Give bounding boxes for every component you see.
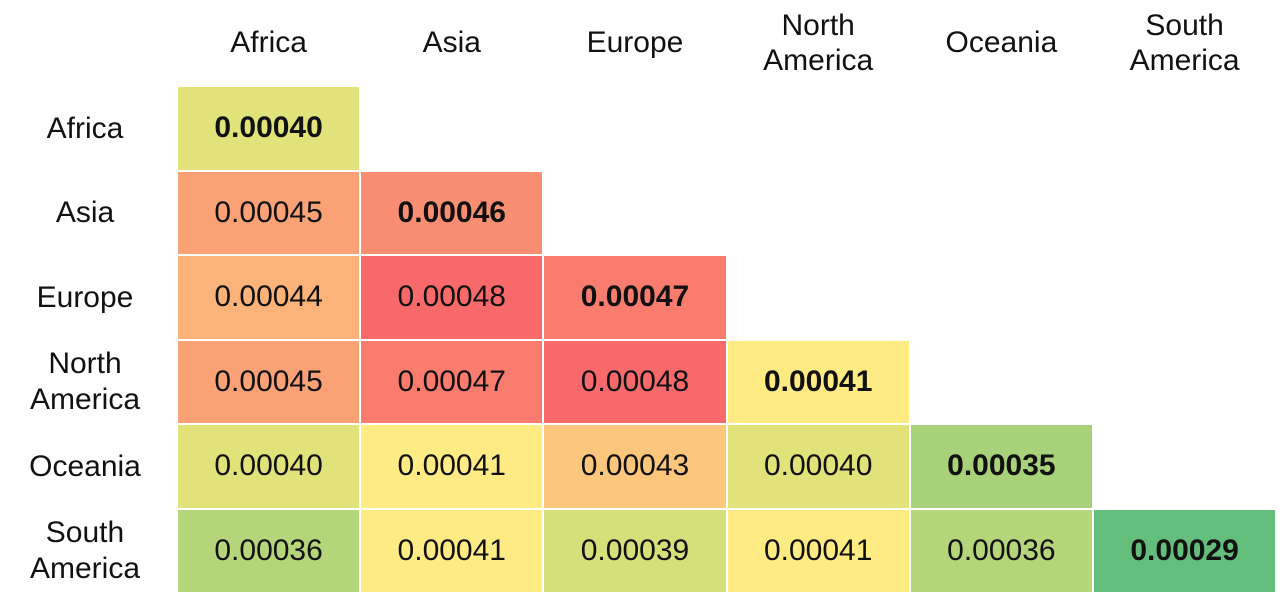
heatmap-cell: 0.00043 [543,424,727,509]
heatmap-cell: 0.00048 [360,255,544,340]
heatmap-cell-diagonal: 0.00047 [543,255,727,340]
column-header: Africa [230,26,307,60]
heatmap-cell: 0.00041 [360,508,544,593]
heatmap-cell-diagonal: 0.00046 [360,170,544,255]
heatmap-cell-diagonal: 0.00040 [177,86,361,171]
heatmap-cell: 0.00047 [360,339,544,424]
row-header: South America [29,516,141,585]
row-header: Europe [36,280,134,314]
heatmap-cell: 0.00045 [177,170,361,255]
column-header: Oceania [945,26,1058,60]
column-header: South America [1129,8,1240,77]
heatmap-cell: 0.00036 [177,508,361,593]
heatmap-cell: 0.00044 [177,255,361,340]
row-header: Oceania [29,449,141,483]
row-header: Asia [55,196,115,230]
heatmap-cell: 0.00036 [909,508,1093,593]
heatmap-cell: 0.00041 [360,424,544,509]
heatmap-cell: 0.00039 [543,508,727,593]
heatmap-cell: 0.00041 [726,508,910,593]
row-header: North America [29,347,141,416]
heatmap-cell: 0.00048 [543,339,727,424]
column-header: Europe [586,26,684,60]
column-header: Asia [422,26,481,60]
heatmap-cell-diagonal: 0.00035 [909,424,1093,509]
heatmap-cell-diagonal: 0.00041 [726,339,910,424]
heatmap-cell: 0.00040 [726,424,910,509]
heatmap-cell: 0.00040 [177,424,361,509]
column-header: North America [763,8,874,77]
heatmap-cell-diagonal: 0.00029 [1093,508,1277,593]
heatmap-cell: 0.00045 [177,339,361,424]
row-header: Africa [46,111,124,145]
